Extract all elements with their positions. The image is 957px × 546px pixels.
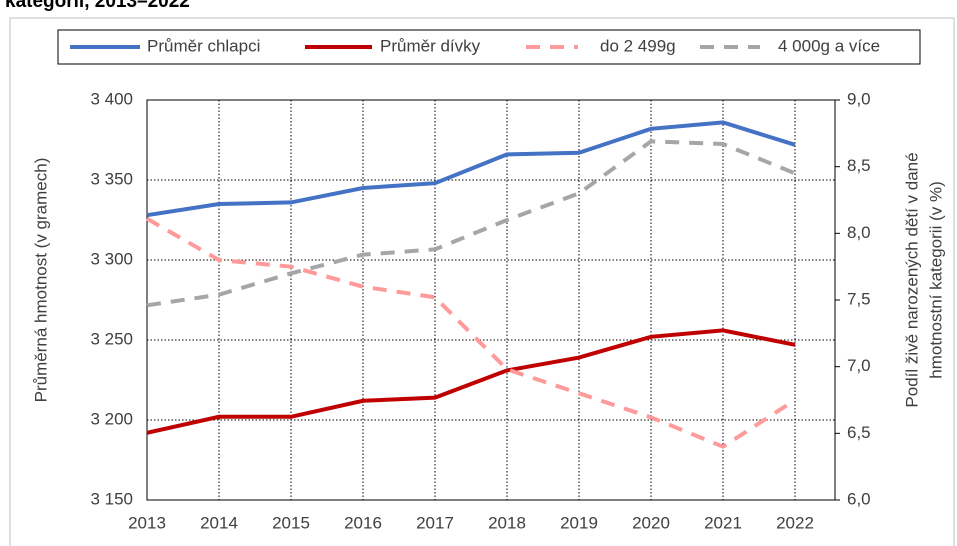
y2-tick-label: 7,5 <box>847 289 871 308</box>
y2-axis-label: hmotnostní kategorii (v %) <box>926 181 945 378</box>
x-tick-label: 2018 <box>488 513 526 532</box>
plot-border <box>146 99 836 501</box>
x-tick-label: 2019 <box>560 513 598 532</box>
y2-axis-label: Podíl živě narozených dětí v dané <box>902 152 921 407</box>
y2-tick-label: 6,0 <box>847 489 871 508</box>
series-line <box>146 139 796 308</box>
x-tick-label: 2017 <box>416 513 454 532</box>
y-tick-label: 3 400 <box>90 89 133 108</box>
y-tick-label: 3 200 <box>90 409 133 428</box>
y-tick-label: 3 250 <box>90 329 133 348</box>
x-tick-label: 2013 <box>128 513 166 532</box>
legend-label: do 2 499g <box>600 36 676 55</box>
x-tick-label: 2015 <box>272 513 310 532</box>
x-tick-label: 2022 <box>776 513 814 532</box>
x-tick-label: 2014 <box>200 513 238 532</box>
legend-label: 4 000g a více <box>778 36 880 55</box>
y-tick-label: 3 150 <box>90 489 133 508</box>
y2-tick-label: 7,0 <box>847 356 871 375</box>
y2-tick-label: 8,5 <box>847 156 871 175</box>
y-axis-label: Průměrná hmotnost (v gramech) <box>31 158 50 403</box>
y-tick-label: 3 300 <box>90 249 133 268</box>
legend-label: Průměr chlapci <box>147 36 260 55</box>
x-tick-label: 2021 <box>704 513 742 532</box>
y2-tick-label: 6,5 <box>847 423 871 442</box>
x-tick-label: 2016 <box>344 513 382 532</box>
y2-tick-label: 8,0 <box>847 223 871 242</box>
chart-title: kategorií, 2013–2022 <box>5 0 190 12</box>
chart-border <box>9 17 955 546</box>
y-tick-label: 3 350 <box>90 169 133 188</box>
legend-box <box>57 29 921 65</box>
series-line <box>146 328 796 435</box>
x-tick-label: 2020 <box>632 513 670 532</box>
series-line <box>146 120 796 218</box>
y2-tick-label: 9,0 <box>847 89 871 108</box>
legend-label: Průměr dívky <box>380 36 481 55</box>
